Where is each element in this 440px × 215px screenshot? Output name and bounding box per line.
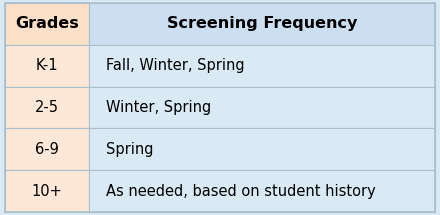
- Bar: [5, 170, 89, 212]
- Text: Winter, Spring: Winter, Spring: [106, 100, 211, 115]
- Bar: [89, 3, 435, 45]
- Bar: [89, 86, 435, 129]
- Bar: [89, 45, 435, 86]
- Text: Grades: Grades: [15, 16, 79, 31]
- Text: Screening Frequency: Screening Frequency: [167, 16, 357, 31]
- Bar: [5, 45, 89, 86]
- Bar: [89, 129, 435, 170]
- Bar: [5, 86, 89, 129]
- Text: Fall, Winter, Spring: Fall, Winter, Spring: [106, 58, 244, 73]
- Text: K-1: K-1: [36, 58, 59, 73]
- Text: 10+: 10+: [32, 184, 62, 199]
- Text: 2-5: 2-5: [35, 100, 59, 115]
- Text: As needed, based on student history: As needed, based on student history: [106, 184, 375, 199]
- Bar: [5, 3, 89, 45]
- Bar: [89, 170, 435, 212]
- Text: 6-9: 6-9: [35, 142, 59, 157]
- Text: Spring: Spring: [106, 142, 153, 157]
- Bar: [5, 129, 89, 170]
